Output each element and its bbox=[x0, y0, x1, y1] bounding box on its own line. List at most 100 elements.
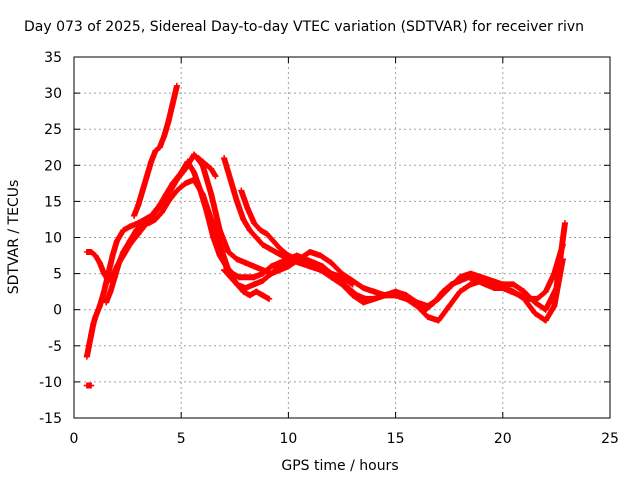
data-point bbox=[203, 162, 210, 169]
data-point bbox=[251, 263, 258, 270]
data-point bbox=[88, 382, 95, 389]
data-point bbox=[270, 238, 277, 245]
data-point bbox=[103, 299, 110, 306]
data-point bbox=[531, 299, 538, 306]
data-point bbox=[120, 227, 127, 234]
data-point bbox=[467, 270, 474, 277]
series-marks bbox=[103, 176, 566, 324]
data-point bbox=[489, 281, 496, 288]
data-point bbox=[111, 274, 118, 281]
grid bbox=[74, 57, 610, 418]
y-tick-label: 10 bbox=[44, 231, 62, 247]
x-tick-label: 20 bbox=[494, 431, 512, 447]
data-point bbox=[126, 238, 133, 245]
data-point bbox=[242, 259, 249, 266]
data-point bbox=[156, 144, 163, 151]
data-point bbox=[478, 277, 485, 284]
x-tick-label: 5 bbox=[177, 431, 186, 447]
data-point bbox=[113, 238, 120, 245]
x-axis-label: GPS time / hours bbox=[281, 458, 398, 474]
data-point bbox=[208, 216, 215, 223]
data-point bbox=[165, 198, 172, 205]
data-point bbox=[240, 288, 247, 295]
data-point bbox=[551, 303, 558, 310]
data-point bbox=[251, 281, 258, 288]
ticks: 0 5 10 15 20 25 -15 -10 -5 0 5 10 15 20 25 30 35 bbox=[39, 50, 619, 447]
data-point bbox=[349, 281, 356, 288]
data-point bbox=[244, 205, 251, 212]
data-point bbox=[371, 288, 378, 295]
data-point bbox=[208, 165, 215, 172]
data-point bbox=[221, 266, 228, 273]
data-point bbox=[456, 274, 463, 281]
y-tick-label: 15 bbox=[44, 194, 62, 210]
data-point bbox=[278, 252, 285, 259]
data-point bbox=[424, 313, 431, 320]
y-tick-label: -5 bbox=[48, 339, 62, 355]
y-tick-label: 0 bbox=[53, 303, 62, 319]
data-point bbox=[83, 353, 90, 360]
y-tick-label: 5 bbox=[53, 267, 62, 283]
data-point bbox=[371, 295, 378, 302]
x-tick-label: 10 bbox=[279, 431, 297, 447]
data-point bbox=[561, 220, 568, 227]
data-point bbox=[306, 263, 313, 270]
data-point bbox=[285, 252, 292, 259]
data-point bbox=[317, 252, 324, 259]
data-point bbox=[135, 202, 142, 209]
data-point bbox=[328, 259, 335, 266]
data-point bbox=[227, 176, 234, 183]
series-trace-main-c bbox=[103, 176, 566, 324]
data-point bbox=[182, 180, 189, 187]
data-point bbox=[208, 191, 215, 198]
data-point bbox=[317, 266, 324, 273]
chart-title: Day 073 of 2025, Sidereal Day-to-day VTE… bbox=[24, 19, 584, 35]
data-point bbox=[169, 100, 176, 107]
data-point bbox=[257, 227, 264, 234]
data-point bbox=[173, 187, 180, 194]
data-point bbox=[86, 342, 93, 349]
y-tick-label: 35 bbox=[44, 50, 62, 66]
data-point bbox=[339, 281, 345, 288]
data-point bbox=[96, 303, 103, 310]
data-point bbox=[158, 209, 165, 216]
data-point bbox=[227, 274, 234, 281]
data-point bbox=[116, 259, 123, 266]
data-point bbox=[88, 248, 95, 255]
data-point bbox=[467, 281, 474, 288]
data-point bbox=[328, 270, 335, 277]
data-point bbox=[182, 165, 189, 172]
series-trace-band-a bbox=[221, 155, 356, 288]
data-point bbox=[216, 241, 223, 248]
data-point bbox=[253, 234, 260, 241]
data-point bbox=[143, 173, 150, 180]
data-point bbox=[238, 187, 245, 194]
y-tick-label: -15 bbox=[39, 411, 62, 427]
series-trace-steep bbox=[131, 82, 180, 219]
data-point bbox=[225, 248, 232, 255]
data-point bbox=[510, 288, 517, 295]
data-point bbox=[152, 216, 159, 223]
data-point bbox=[302, 259, 309, 266]
series-marks bbox=[83, 82, 568, 389]
data-point bbox=[221, 155, 228, 162]
data-point bbox=[435, 317, 442, 324]
data-point bbox=[392, 292, 399, 299]
data-point bbox=[259, 241, 266, 248]
data-point bbox=[101, 288, 108, 295]
data-point bbox=[246, 227, 253, 234]
data-point bbox=[88, 331, 95, 338]
data-point bbox=[542, 306, 549, 313]
data-point bbox=[403, 295, 410, 302]
data-point bbox=[276, 245, 283, 252]
data-point bbox=[233, 256, 240, 263]
data-point bbox=[242, 274, 249, 281]
data-point bbox=[133, 227, 140, 234]
data-point bbox=[152, 209, 159, 216]
data-point bbox=[259, 277, 266, 284]
data-point bbox=[191, 151, 198, 158]
data-point bbox=[152, 147, 159, 154]
data-point bbox=[161, 133, 168, 140]
data-point bbox=[195, 155, 202, 162]
